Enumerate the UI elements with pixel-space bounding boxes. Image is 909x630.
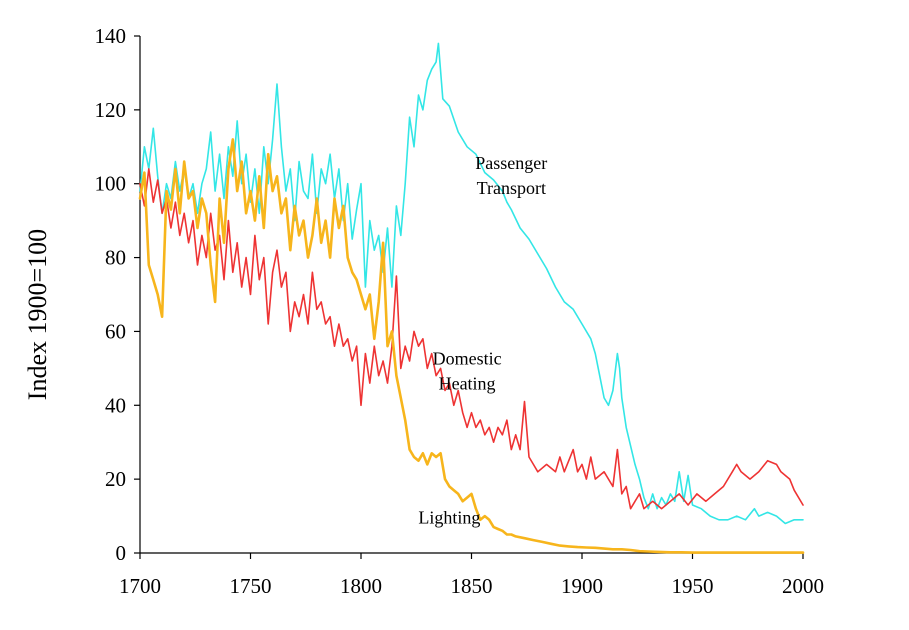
chart-annotations: Passenger Transport Domestic Heating Lightin…	[418, 153, 547, 528]
y-axis-label: Index 1900=100	[23, 229, 52, 400]
y-tick-label: 120	[95, 98, 127, 122]
x-tick-label: 2000	[782, 574, 824, 598]
y-tick-label: 80	[105, 246, 126, 270]
y-tick-label: 140	[95, 24, 127, 48]
y-tick-label: 60	[105, 319, 126, 343]
x-tick-label: 1700	[119, 574, 161, 598]
x-tick-label: 1750	[230, 574, 272, 598]
y-tick-label: 0	[116, 541, 127, 565]
x-tick-label: 1850	[451, 574, 493, 598]
y-axis-ticks: 0 20 40 60 80 100 120 140	[95, 24, 140, 565]
x-tick-label: 1900	[561, 574, 603, 598]
y-tick-label: 20	[105, 467, 126, 491]
annotation-3: Lighting	[418, 507, 480, 527]
x-axis-ticks: 1700 1750 1800 1850 1900 1950 2000	[119, 553, 824, 598]
x-tick-label: 1950	[672, 574, 714, 598]
y-tick-label: 40	[105, 393, 126, 417]
series-line-2	[139, 168, 804, 510]
series-line-3	[138, 138, 805, 554]
chart-series	[138, 42, 805, 554]
y-tick-label: 100	[95, 172, 127, 196]
annotation-2: Domestic Heating	[433, 349, 502, 394]
chart-axes	[139, 36, 803, 554]
series-line-1	[139, 42, 804, 525]
x-tick-label: 1800	[340, 574, 382, 598]
annotation-1: Passenger Transport	[475, 153, 547, 198]
